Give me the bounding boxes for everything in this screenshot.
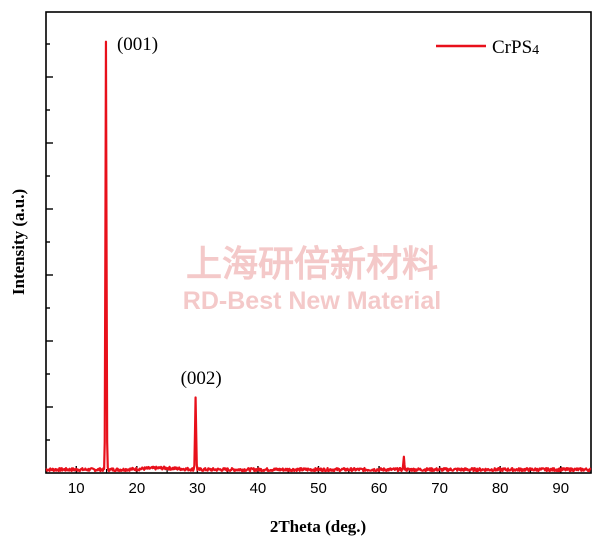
peak-label-001: (001) bbox=[117, 34, 158, 55]
series-line-crps4 bbox=[45, 40, 592, 473]
x-axis-title: 2Theta (deg.) bbox=[270, 517, 366, 536]
legend: CrPS4 bbox=[436, 37, 539, 58]
x-tick-label-40: 40 bbox=[250, 480, 267, 497]
legend-label: CrPS4 bbox=[492, 37, 539, 58]
watermark-chinese: 上海研倍新材料 bbox=[186, 244, 438, 285]
plot-frame bbox=[45, 11, 592, 474]
x-tick-label-30: 30 bbox=[189, 480, 206, 497]
x-tick-label-70: 70 bbox=[431, 480, 448, 497]
y-axis-ticks bbox=[46, 43, 53, 441]
x-tick-label-60: 60 bbox=[371, 480, 388, 497]
x-tick-label-10: 10 bbox=[68, 480, 85, 497]
x-tick-label-20: 20 bbox=[128, 480, 145, 497]
x-tick-label-80: 80 bbox=[492, 480, 509, 497]
y-axis-title: Intensity (a.u.) bbox=[9, 189, 28, 295]
x-axis-ticks: 10 20 30 40 50 60 70 80 90 bbox=[45, 466, 592, 497]
watermark-english: RD-Best New Material bbox=[183, 287, 441, 315]
x-tick-label-50: 50 bbox=[310, 480, 327, 497]
peak-label-002: (002) bbox=[181, 368, 222, 389]
legend-label-sub: 4 bbox=[532, 43, 539, 58]
x-tick-label-90: 90 bbox=[552, 480, 569, 497]
legend-label-main: CrPS bbox=[492, 37, 532, 58]
